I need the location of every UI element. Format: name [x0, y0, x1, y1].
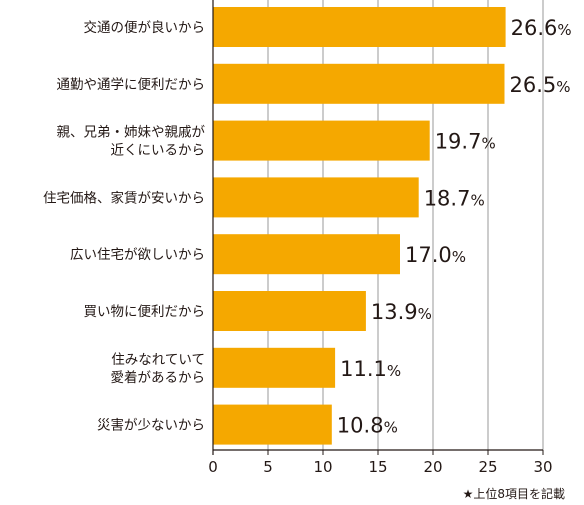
- x-tick-label: 25: [478, 458, 497, 476]
- value-unit: %: [556, 78, 570, 96]
- category-label: 住宅価格、家賃が安いから: [43, 189, 205, 206]
- value-unit: %: [557, 21, 571, 39]
- bar: [213, 120, 430, 161]
- category-label: 災害が少ないから: [97, 418, 205, 434]
- bars: [213, 7, 506, 445]
- chart-note: ★上位8項目を記載: [463, 486, 565, 501]
- category-label: 住みなれていて: [111, 352, 205, 368]
- value-label: 10.8%: [337, 414, 398, 438]
- x-tick-label: 10: [313, 458, 332, 476]
- value-label: 26.6%: [511, 16, 572, 40]
- bar: [213, 404, 332, 445]
- value-unit: %: [481, 135, 495, 153]
- category-label: 広い住宅が欲しいから: [70, 247, 205, 263]
- value-label: 26.5%: [510, 73, 571, 97]
- value-label: 11.1%: [340, 357, 401, 381]
- value-label: 17.0%: [405, 243, 466, 267]
- category-labels: 交通の便が良いから通勤や通学に便利だから親、兄弟・姉妹や親戚が近くにいるから住宅…: [43, 19, 205, 434]
- category-label: 愛着があるから: [111, 369, 206, 386]
- value-unit: %: [387, 362, 401, 380]
- value-label: 19.7%: [435, 130, 496, 154]
- bar: [213, 63, 505, 104]
- bar: [213, 7, 506, 47]
- category-label: 買い物に便利だから: [84, 304, 206, 320]
- bar: [213, 291, 366, 331]
- x-tick-label: 5: [263, 458, 273, 476]
- value-unit: %: [418, 305, 432, 323]
- bar: [213, 234, 400, 275]
- bar: [213, 177, 419, 218]
- value-unit: %: [384, 419, 398, 437]
- x-axis: 0 5 10 15 20 25 30: [208, 0, 553, 476]
- x-tick-label: 15: [368, 458, 387, 476]
- bar: [213, 347, 336, 388]
- x-tick-label: 0: [208, 458, 218, 476]
- value-unit: %: [470, 191, 484, 209]
- x-tick-label: 30: [533, 458, 552, 476]
- category-label: 交通の便が良いから: [84, 19, 206, 36]
- value-label: 18.7%: [424, 186, 485, 210]
- x-tick-label: 20: [423, 458, 442, 476]
- value-label: 13.9%: [371, 300, 432, 324]
- value-unit: %: [452, 248, 466, 266]
- category-label: 通勤や通学に便利だから: [57, 77, 206, 93]
- category-label: 近くにいるから: [111, 143, 206, 159]
- category-label: 親、兄弟・姉妹や親戚が: [57, 125, 206, 141]
